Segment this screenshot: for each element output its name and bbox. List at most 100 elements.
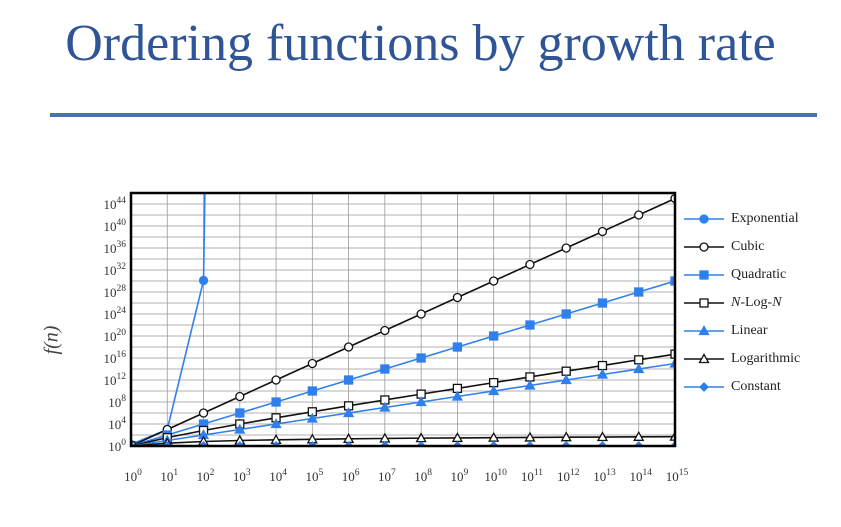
legend-label: Logarithmic — [731, 351, 801, 366]
data-point — [451, 390, 464, 401]
legend-marker-triangle-filled — [684, 325, 724, 336]
legend-item-linear: Linear — [683, 317, 833, 345]
data-point — [306, 412, 318, 423]
legend-marker-square-open — [684, 298, 724, 308]
legend-item-cubic: Cubic — [683, 233, 833, 261]
legend-item-n-log-n: N-Log-N — [683, 289, 833, 317]
legend-label-log: -Log- — [740, 295, 773, 310]
x-tick-label: 104 — [269, 468, 287, 484]
y-tick-label: 1016 — [104, 350, 127, 366]
x-tick-label: 108 — [414, 468, 432, 484]
data-point — [342, 407, 355, 418]
data-point — [489, 276, 499, 286]
data-point — [525, 259, 535, 270]
legend-item-exponential: Exponential — [683, 205, 833, 233]
series-quadratic — [131, 276, 675, 446]
x-tick-label: 1010 — [484, 468, 507, 484]
data-point — [596, 368, 609, 379]
data-point — [198, 275, 209, 286]
data-point — [380, 325, 390, 336]
data-point — [416, 353, 426, 363]
x-tick-label: 109 — [451, 468, 469, 484]
y-tick-label: 104 — [108, 416, 126, 432]
x-tick-label: 1015 — [666, 468, 689, 484]
data-point — [234, 423, 246, 434]
legend-marker-circle-open — [684, 242, 724, 252]
legend-marker-circle-filled — [684, 214, 724, 224]
legend-label: Linear — [731, 323, 768, 338]
data-point — [596, 431, 609, 442]
data-point — [670, 276, 675, 286]
legend-item-quadratic: Quadratic — [683, 261, 833, 289]
data-point — [380, 364, 390, 374]
title-divider — [50, 113, 817, 117]
legend-label: Quadratic — [731, 267, 787, 282]
data-point — [634, 355, 644, 365]
y-tick-label: 1040 — [104, 218, 127, 234]
data-point — [343, 375, 354, 385]
legend-label-n1: N — [731, 295, 741, 310]
legend-label: Constant — [731, 379, 781, 394]
series-line — [131, 353, 675, 446]
series-line — [131, 362, 675, 446]
y-tick-label: 108 — [108, 394, 126, 410]
data-point — [633, 363, 645, 374]
series-line — [131, 435, 675, 446]
y-tick-label: 1044 — [104, 196, 127, 212]
data-point — [561, 309, 571, 319]
data-point — [560, 374, 572, 385]
data-point — [271, 375, 281, 385]
series-line — [131, 280, 675, 446]
legend-label-n2: N — [772, 295, 782, 310]
legend-item-logarithmic: Logarithmic — [683, 345, 833, 373]
data-point — [235, 391, 245, 402]
legend-marker-triangle-open — [684, 353, 724, 364]
legend-label: Exponential — [731, 211, 799, 226]
y-tick-label: 1032 — [104, 262, 127, 278]
data-point — [307, 358, 317, 369]
data-point — [198, 408, 209, 418]
legend-marker-shape — [699, 298, 709, 308]
legend-marker-shape — [699, 270, 709, 280]
plot-frame — [129, 191, 677, 448]
data-point — [634, 210, 644, 220]
x-tick-label: 101 — [160, 468, 178, 484]
data-point — [597, 226, 608, 237]
data-point — [452, 292, 463, 303]
series-cubic — [131, 193, 675, 446]
data-point — [343, 342, 354, 352]
data-point — [270, 418, 282, 429]
data-point — [488, 385, 500, 396]
x-tick-label: 1012 — [557, 468, 580, 484]
data-point — [416, 309, 426, 319]
legend-marker-square-filled — [684, 270, 724, 280]
legend-item-constant: Constant — [683, 373, 833, 401]
y-tick-label: 1012 — [104, 372, 127, 388]
data-point — [561, 243, 571, 253]
data-point — [235, 408, 245, 418]
legend-label: Cubic — [731, 239, 765, 254]
data-point — [524, 431, 536, 442]
legend-marker-shape — [698, 353, 710, 364]
legend-marker-shape — [699, 242, 709, 252]
data-point — [379, 401, 391, 412]
data-point — [452, 342, 463, 352]
legend-marker-shape — [699, 214, 709, 224]
data-point — [670, 349, 675, 359]
data-point — [525, 320, 535, 330]
y-tick-label: 1028 — [104, 284, 127, 300]
data-point — [271, 397, 281, 407]
data-point — [597, 298, 608, 308]
x-tick-label: 100 — [124, 468, 142, 484]
data-point — [415, 396, 427, 407]
y-tick-label: 1020 — [104, 328, 127, 344]
x-tick-label: 103 — [233, 468, 251, 484]
data-point — [597, 360, 608, 371]
y-axis-label: f(n) — [40, 325, 63, 355]
x-tick-label: 106 — [342, 468, 360, 484]
slide-title: Ordering functions by growth rate — [65, 15, 776, 72]
legend-marker-shape — [699, 382, 709, 392]
legend-marker-shape — [698, 325, 710, 336]
x-tick-label: 1013 — [593, 468, 616, 484]
